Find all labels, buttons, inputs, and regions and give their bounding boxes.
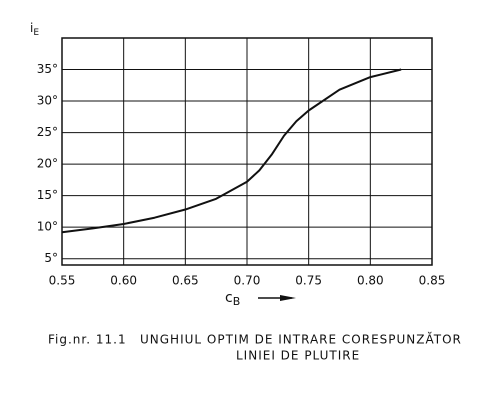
x-tick-label: 0.70 bbox=[234, 274, 261, 288]
y-tick-label: 15° bbox=[37, 188, 58, 202]
caption-line: LINIEI DE PLUTIRE bbox=[236, 349, 360, 363]
plot-border bbox=[61, 37, 433, 266]
y-tick-label: 25° bbox=[37, 125, 58, 139]
y-tick-label: 30° bbox=[37, 94, 58, 108]
y-tick-label: 10° bbox=[37, 220, 58, 234]
x-tick-label: 0.65 bbox=[172, 274, 199, 288]
x-tick-label: 0.60 bbox=[110, 274, 137, 288]
x-label-sub: B bbox=[233, 295, 241, 308]
y-axis-label: iE bbox=[30, 21, 39, 38]
y-tick-label: 35° bbox=[37, 62, 58, 76]
y-tick-label: 20° bbox=[37, 157, 58, 171]
caption-line: UNGHIUL OPTIM DE INTRARE CORESPUNZĂTOR bbox=[140, 332, 462, 347]
x-arrow-head bbox=[280, 295, 296, 301]
x-tick-label: 0.85 bbox=[419, 274, 446, 288]
x-tick-label: 0.75 bbox=[295, 274, 322, 288]
y-label-main: i bbox=[30, 21, 33, 35]
x-tick-label: 0.55 bbox=[49, 274, 76, 288]
curve bbox=[61, 68, 402, 234]
caption-number: Fig.nr. 11.1 bbox=[48, 333, 127, 347]
x-axis-label: cB bbox=[225, 290, 240, 308]
x-tick-label: 0.80 bbox=[357, 274, 384, 288]
y-label-sub: E bbox=[33, 28, 39, 38]
x-label-main: c bbox=[225, 290, 233, 306]
y-tick-label: 5° bbox=[44, 251, 58, 265]
